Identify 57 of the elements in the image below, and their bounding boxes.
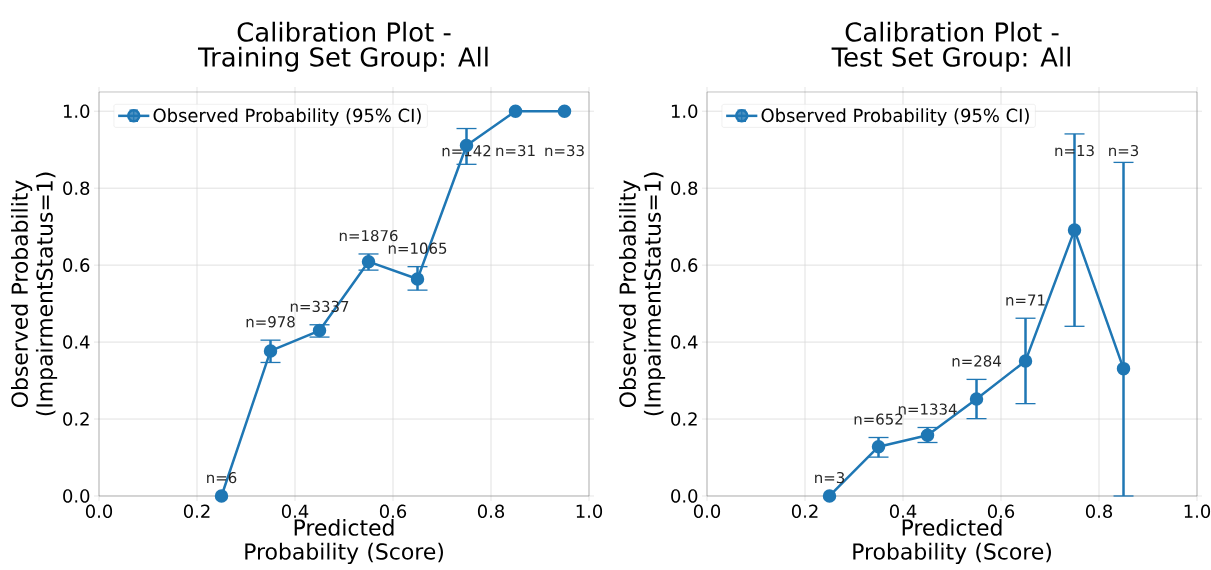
annotation: n=71 [1006,294,1045,306]
annotation: n=1876 [339,229,398,242]
y-tick-label: 0.0 [63,489,90,503]
y-tick-label: 0.4 [671,335,698,349]
annotation: n=33 [545,144,584,157]
x-tick-label: 0.8 [1085,504,1113,519]
point [508,104,523,118]
y-tick-label: 1.0 [63,104,90,118]
y-tick-label: 1.0 [671,104,698,118]
point [822,489,837,503]
annotation: n=284 [952,355,1001,367]
x-tick-label: 0.0 [693,504,721,519]
x-tick-label: 0.2 [791,504,818,519]
y-axis-title: Observed Probability (ImpairmentStatus=1) [619,172,666,416]
point [1067,223,1082,237]
point [871,439,886,454]
point [557,104,572,118]
y-tick-label: 0.6 [671,258,698,272]
point [1018,354,1033,368]
point [312,323,327,338]
annotation: n=3 [1109,144,1139,157]
chart-subtitle: Training Set Group: All [197,46,488,72]
legend-label: Observed Probability (95% CI) [153,108,421,126]
annotation: n=31 [496,144,535,157]
y-tick-label: 0.4 [63,335,90,349]
y-tick-label: 0.0 [671,489,698,503]
x-axis-title: Predicted Probability (Score) [245,518,443,565]
x-tick-label: 0.0 [85,504,113,519]
point [920,428,935,442]
y-tick-label: 0.6 [63,258,90,272]
chart-title: Calibration Plot - [845,21,1059,42]
x-tick-label: 0.8 [477,504,505,519]
x-tick-label: 0.4 [281,504,309,519]
x-tick-label: 0.4 [889,504,917,519]
y-tick-label: 0.2 [63,412,89,426]
annotation: n=978 [246,316,295,328]
point [1116,361,1131,376]
annotation: n=1334 [898,403,957,415]
point [410,272,425,286]
y-axis-title: Observed Probability (ImpairmentStatus=1) [11,172,58,416]
legend-label: Observed Probability (95% CI) [761,108,1029,126]
point [263,344,278,358]
point [969,392,984,406]
x-tick-label: 1.0 [1184,504,1211,519]
annotation: n=652 [854,413,903,425]
x-tick-label: 0.6 [987,504,1015,519]
y-tick-label: 0.8 [63,181,90,195]
y-tick-label: 0.8 [671,181,698,195]
chart-title: Calibration Plot - [237,21,451,42]
y-tick-label: 0.2 [671,412,697,426]
annotation: n=3 [815,471,845,484]
x-tick-label: 0.6 [379,504,407,519]
x-tick-label: 1.0 [576,504,603,519]
x-tick-label: 0.2 [183,504,210,519]
point [214,489,229,503]
x-axis-title: Predicted Probability (Score) [853,518,1051,565]
chart-subtitle: Test Set Group: All [831,46,1070,72]
